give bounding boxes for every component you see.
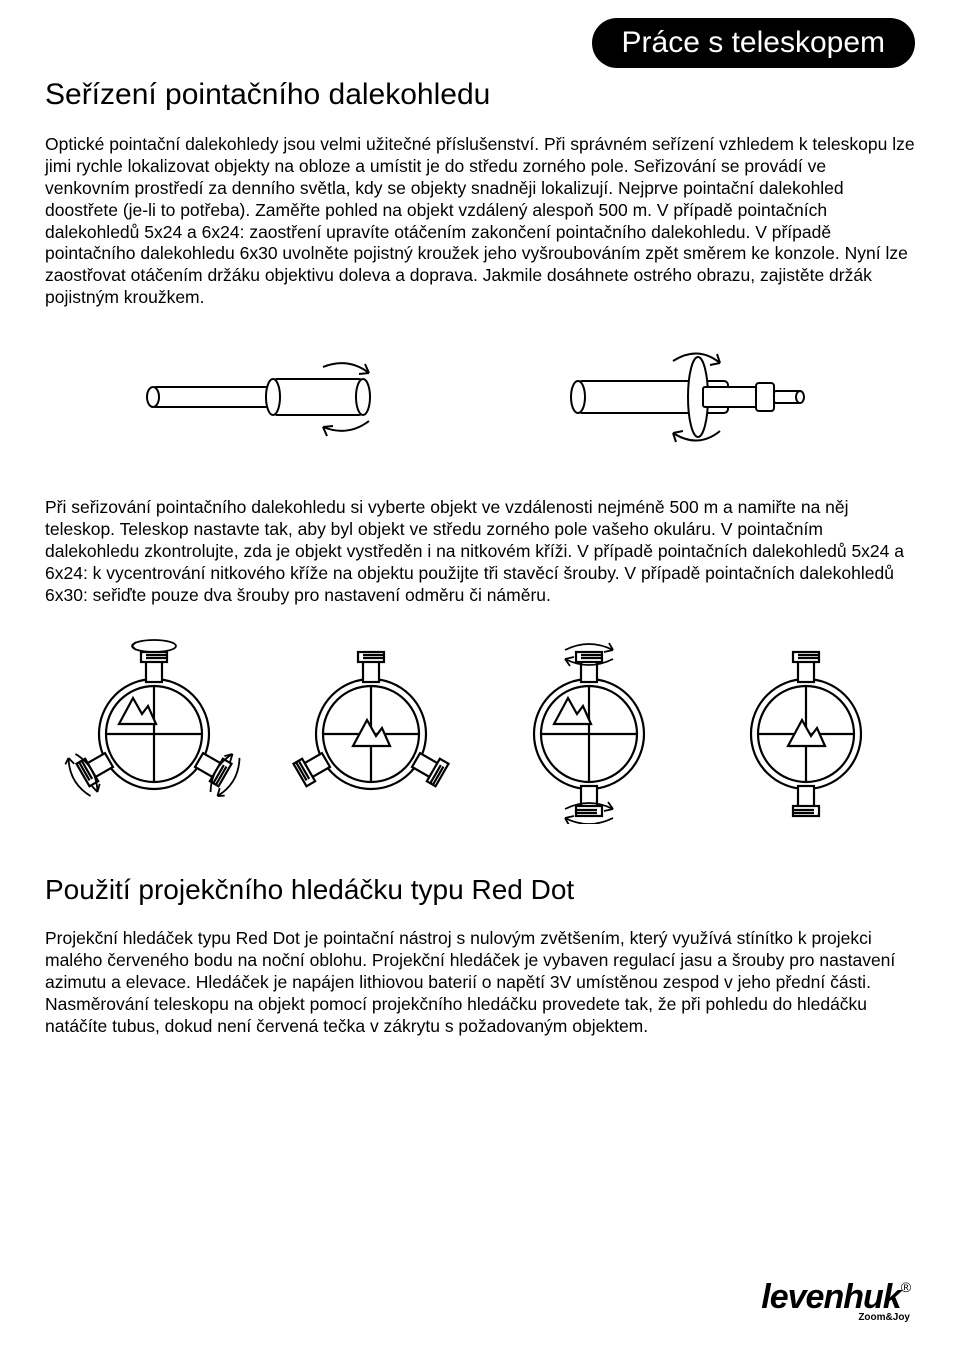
section2-title: Použití projekčního hledáčku typu Red Do… (45, 874, 915, 906)
reticle-diagram-3 (499, 634, 679, 824)
brand-logo: levenhuk® Zoom&Joy (761, 1283, 910, 1323)
reticle-diagram-1 (64, 634, 244, 824)
logo-registered-mark: ® (901, 1279, 910, 1295)
diagram-row-scopes (45, 337, 915, 457)
diagram-row-reticles (45, 634, 915, 824)
section1-title: Seřízení pointačního dalekohledu (45, 78, 915, 112)
section1-para1: Optické pointační dalekohledy jsou velmi… (45, 134, 915, 309)
page-header-pill: Práce s teleskopem (592, 18, 915, 68)
scope-diagram-left (123, 337, 383, 457)
reticle-diagram-2 (281, 634, 461, 824)
section1-para2: Při seřizování pointačního dalekohledu s… (45, 497, 915, 606)
section2-para1: Projekční hledáček typu Red Dot je point… (45, 928, 915, 1037)
page-header-text: Práce s teleskopem (622, 26, 885, 59)
scope-diagram-right (538, 337, 838, 457)
reticle-diagram-4 (716, 634, 896, 824)
logo-main-text: levenhuk (761, 1278, 900, 1316)
